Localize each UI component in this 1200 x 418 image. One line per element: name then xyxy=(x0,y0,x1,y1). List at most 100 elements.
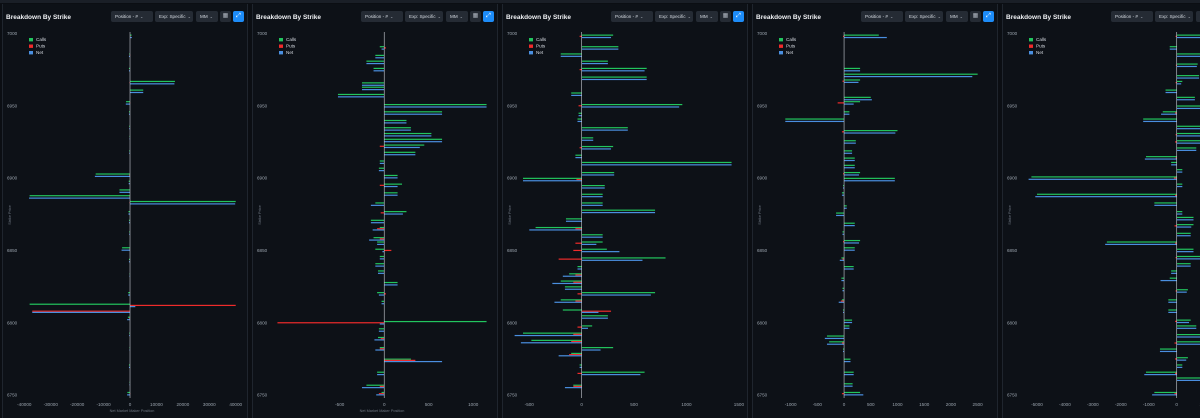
bar-net xyxy=(558,355,582,357)
bar-calls xyxy=(384,111,443,113)
y-tick-label: 6750 xyxy=(507,393,518,398)
bar-net xyxy=(361,89,385,91)
bar-calls xyxy=(836,212,845,214)
mm-dropdown[interactable]: MM⌄ xyxy=(446,11,468,22)
bar-net xyxy=(844,99,872,101)
bar-puts xyxy=(1173,177,1177,179)
bar-calls xyxy=(95,173,131,175)
y-axis-label: Strike Price xyxy=(508,205,512,224)
bar-puts xyxy=(576,178,582,181)
mm-dropdown-label: MM xyxy=(200,14,208,19)
top-bar xyxy=(0,0,1200,3)
bar-calls xyxy=(1168,299,1177,301)
bar-net xyxy=(1176,251,1194,253)
bar-calls xyxy=(560,280,582,282)
bar-puts xyxy=(569,354,582,356)
expiration-dropdown[interactable]: Exp: Specific ⌄ xyxy=(905,11,943,22)
bar-calls xyxy=(1162,111,1177,113)
x-tick-label: 2000 xyxy=(946,402,957,407)
bar-puts xyxy=(841,393,845,395)
bar-net xyxy=(1176,36,1200,39)
bar-net xyxy=(384,213,403,215)
grid-icon[interactable]: ▦ xyxy=(220,11,231,22)
bar-net xyxy=(839,259,845,261)
bar-net xyxy=(1159,350,1177,353)
grid-icon[interactable]: ▦ xyxy=(970,11,981,22)
bar-net xyxy=(844,152,853,154)
mm-dropdown-label: MM xyxy=(450,14,458,19)
bar-net xyxy=(844,268,854,270)
x-tick-label: -30000 xyxy=(44,402,59,407)
bar-puts xyxy=(1175,82,1177,84)
bar-calls xyxy=(842,287,845,289)
expand-icon[interactable]: ⤢ xyxy=(733,11,744,22)
bar-puts xyxy=(575,228,582,230)
expiration-dropdown[interactable]: Exp: Specific ⌄ xyxy=(1155,11,1193,22)
bar-calls xyxy=(29,303,131,305)
position-dropdown[interactable]: Position - # ⌄ xyxy=(361,11,403,22)
mm-dropdown[interactable]: MM⌄ xyxy=(946,11,968,22)
bar-net xyxy=(841,194,845,196)
mm-dropdown[interactable]: MM⌄ xyxy=(196,11,218,22)
bar-net xyxy=(571,94,582,97)
legend-swatch-calls xyxy=(779,38,783,42)
x-tick-label: 40000 xyxy=(229,402,242,407)
bar-net xyxy=(384,185,398,188)
bar-calls xyxy=(1176,96,1195,98)
bar-calls xyxy=(844,247,855,249)
position-dropdown[interactable]: Position - # ⌄ xyxy=(111,11,153,22)
expand-icon[interactable]: ⤢ xyxy=(983,11,994,22)
bar-calls xyxy=(844,157,855,159)
bar-net xyxy=(370,222,385,224)
bar-calls xyxy=(841,192,845,194)
expand-icon[interactable]: ⤢ xyxy=(233,11,244,22)
expiration-dropdown[interactable]: Exp: Specific ⌄ xyxy=(655,11,693,22)
mm-dropdown[interactable]: MM⌄ xyxy=(696,11,718,22)
bar-net xyxy=(1165,91,1177,94)
bar-calls xyxy=(129,53,131,55)
bar-net xyxy=(844,174,860,176)
bar-net xyxy=(384,154,416,156)
bar-net xyxy=(127,394,131,396)
y-tick-label: 6850 xyxy=(7,248,18,253)
position-dropdown-label: Position - # xyxy=(115,14,138,19)
bar-net xyxy=(128,70,131,72)
bar-calls xyxy=(844,383,853,385)
bar-calls xyxy=(581,371,645,373)
bar-calls xyxy=(361,82,385,84)
bar-net xyxy=(1176,366,1183,368)
mm-dropdown[interactable]: MM⌄ xyxy=(1196,11,1200,22)
bar-net xyxy=(1176,65,1197,68)
bar-calls xyxy=(126,101,131,103)
legend-label-calls: Calls xyxy=(286,37,297,42)
x-tick-label: 0 xyxy=(129,402,132,407)
chevron-down-icon: ⌄ xyxy=(1139,14,1144,19)
y-tick-label: 6950 xyxy=(257,103,268,108)
position-dropdown[interactable]: Position - # ⌄ xyxy=(611,11,653,22)
expand-icon[interactable]: ⤢ xyxy=(483,11,494,22)
bar-calls xyxy=(29,195,131,197)
expiration-dropdown[interactable]: Exp: Specific ⌄ xyxy=(155,11,193,22)
bar-calls xyxy=(844,325,850,327)
expiration-dropdown[interactable]: Exp: Specific ⌄ xyxy=(405,11,443,22)
bar-net xyxy=(581,311,599,314)
bar-net xyxy=(128,366,131,368)
position-dropdown[interactable]: Position - # ⌄ xyxy=(861,11,903,22)
grid-icon[interactable]: ▦ xyxy=(720,11,731,22)
bar-calls xyxy=(377,241,385,243)
position-dropdown[interactable]: Position - # ⌄ xyxy=(1111,11,1153,22)
bar-calls xyxy=(384,183,403,185)
bar-net xyxy=(560,55,582,57)
bar-net xyxy=(32,311,131,314)
bar-net xyxy=(581,187,605,189)
bar-puts xyxy=(575,242,582,244)
bar-calls xyxy=(384,138,443,140)
bar-puts xyxy=(577,326,582,328)
bar-net xyxy=(384,146,420,149)
grid-icon[interactable]: ▦ xyxy=(470,11,481,22)
